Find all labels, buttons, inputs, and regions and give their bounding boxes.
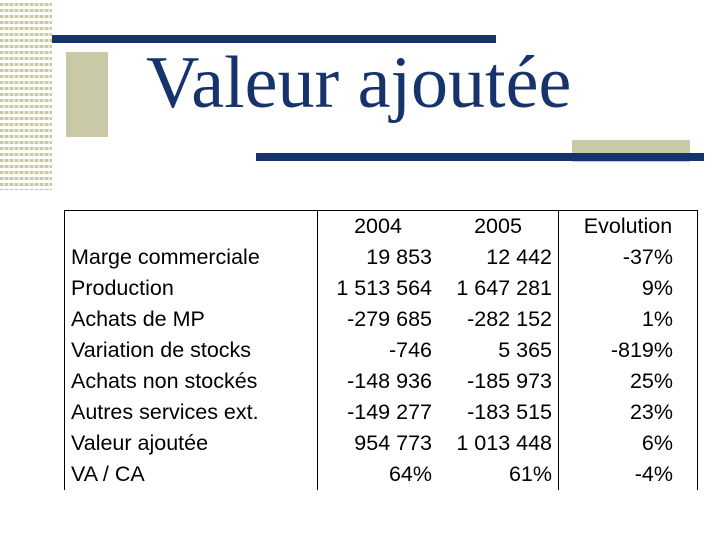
row-label-cell: VA / CA xyxy=(64,459,318,490)
evolution-cell: 9% xyxy=(558,273,698,304)
table-row: Valeur ajoutée 954 773 1 013 448 6% xyxy=(64,428,698,459)
table-row: Variation de stocks -746 5 365 -819% xyxy=(64,335,698,366)
value-2005-cell: 12 442 xyxy=(438,242,559,273)
value-2004-cell: -279 685 xyxy=(347,307,432,331)
value-2005-cell: -183 515 xyxy=(438,397,559,428)
value-2005-cell: 1 013 448 xyxy=(438,428,559,459)
decorative-square-left xyxy=(66,52,108,137)
value-2004-cell: -149 277 xyxy=(347,400,432,424)
row-label-cell: Achats de MP xyxy=(64,304,318,335)
evolution-cell: 25% xyxy=(558,366,698,397)
evolution-cell: -819% xyxy=(558,335,698,366)
header-evolution: Evolution xyxy=(558,210,698,242)
table-row: VA / CA 64% 61% -4% xyxy=(64,459,698,490)
evolution-cell: -4% xyxy=(558,459,698,490)
evolution-cell: 1% xyxy=(558,304,698,335)
evolution-cell: 23% xyxy=(558,397,698,428)
value-2005-cell: 61% xyxy=(438,459,559,490)
table-row: Production 1 513 564 1 647 281 9% xyxy=(64,273,698,304)
value-2004-cell: 64% xyxy=(388,462,432,486)
row-label-cell: Valeur ajoutée xyxy=(64,428,318,459)
decorative-bar-bottom xyxy=(256,153,704,161)
header-2005: 2005 xyxy=(438,210,559,242)
table-row: Achats de MP -279 685 -282 152 1% xyxy=(64,304,698,335)
row-label-cell: Variation de stocks xyxy=(64,335,318,366)
row-label-cell: Autres services ext. xyxy=(64,397,318,428)
decorative-bar-top xyxy=(52,35,496,43)
data-table: 2004 2005 Evolution Marge commerciale 19 … xyxy=(64,210,698,490)
header-2004: 2004 xyxy=(354,214,402,238)
table-header-row: 2004 2005 Evolution xyxy=(64,210,698,242)
table-row: Autres services ext. -149 277 -183 515 23% xyxy=(64,397,698,428)
value-2005-cell: 1 647 281 xyxy=(438,273,559,304)
decorative-stripes xyxy=(0,0,52,190)
value-2005-cell: -185 973 xyxy=(438,366,559,397)
evolution-cell: -37% xyxy=(558,242,698,273)
value-added-table: 2004 2005 Evolution Marge commerciale 19 … xyxy=(64,210,698,490)
row-label-cell: Marge commerciale xyxy=(64,242,318,273)
slide-title: Valeur ajoutée xyxy=(146,42,572,124)
value-2004-cell: 1 513 564 xyxy=(336,276,432,300)
value-2005-cell: 5 365 xyxy=(438,335,559,366)
value-2004-cell: -746 xyxy=(388,338,432,362)
value-2004-cell: -148 936 xyxy=(347,369,432,393)
table-row: Marge commerciale 19 853 12 442 -37% xyxy=(64,242,698,273)
value-2005-cell: -282 152 xyxy=(438,304,559,335)
table-row: Achats non stockés -148 936 -185 973 25% xyxy=(64,366,698,397)
row-label-cell: Achats non stockés xyxy=(64,366,318,397)
header-label xyxy=(64,210,318,242)
value-2004-cell: 954 773 xyxy=(354,431,432,455)
evolution-cell: 6% xyxy=(558,428,698,459)
value-2004-cell: 19 853 xyxy=(366,245,432,269)
row-label-cell: Production xyxy=(64,273,318,304)
